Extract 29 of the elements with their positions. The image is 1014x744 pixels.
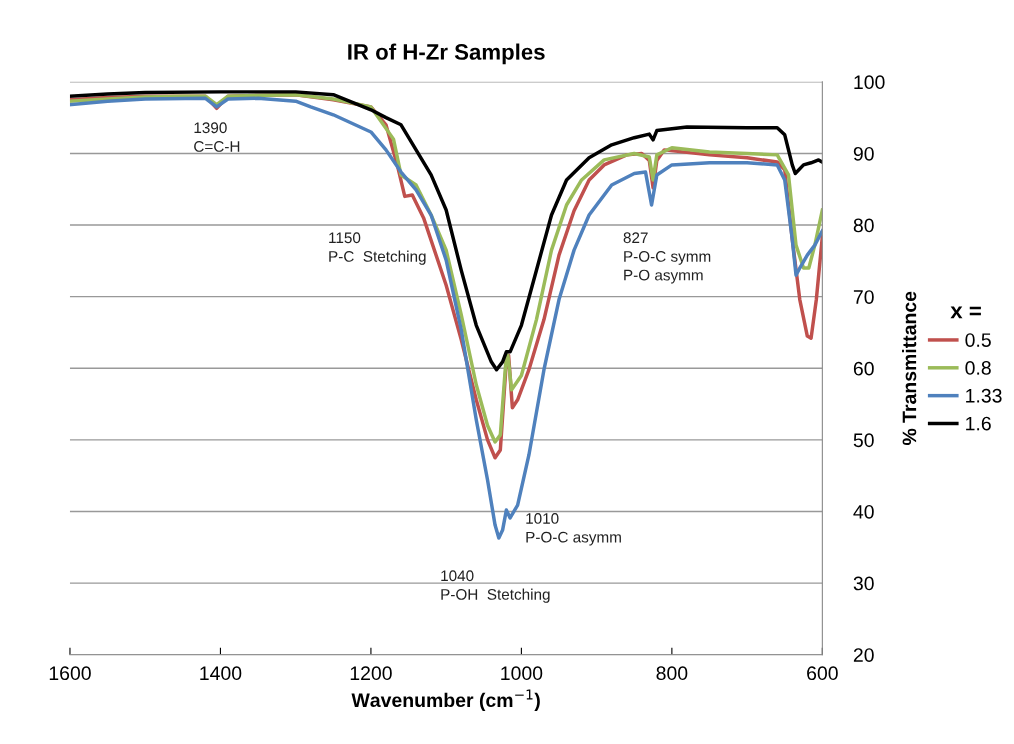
y-tick-label: 40 xyxy=(853,504,874,519)
legend-label: 1.6 xyxy=(966,416,991,431)
x-tick-label: 1600 xyxy=(49,666,91,681)
annotation: 1010 P-O-C asymm xyxy=(526,513,621,546)
y-tick-label: 30 xyxy=(853,576,874,591)
annotation: 1390 C=C-H xyxy=(194,122,240,152)
legend-label: 0.8 xyxy=(965,361,991,375)
x-tick-label: 1400 xyxy=(200,666,242,681)
chart-title: IR of H-Zr Samples xyxy=(348,43,545,65)
x-tick-label: 600 xyxy=(807,666,838,681)
legend-label: 0.5 xyxy=(965,333,991,347)
y-tick-label: 100 xyxy=(854,75,885,90)
annotation: 827 P-O-C symm P-O asymm xyxy=(623,232,711,284)
line-series xyxy=(69,90,823,372)
x-tick-label: 800 xyxy=(656,666,688,681)
x-tick-label: 1200 xyxy=(350,666,392,681)
x-tick-label: 1000 xyxy=(501,666,543,681)
legend-label: 1.33 xyxy=(966,388,1002,403)
annotation: 1150 P-C Stetching xyxy=(329,232,426,265)
y-tick-label: 50 xyxy=(853,433,874,448)
annotation: 1040 P-OH Stetching xyxy=(441,570,550,603)
y-tick-label: 20 xyxy=(853,648,874,662)
y-tick-label: 70 xyxy=(853,290,874,304)
x-axis-title: Wavenumber (cm$^{−1}$) xyxy=(351,689,540,711)
y-tick-label: 60 xyxy=(853,361,874,376)
y-tick-label: 90 xyxy=(853,146,874,161)
legend-title: x = xyxy=(950,306,981,319)
y-axis-title: % Transmittance xyxy=(902,291,917,446)
y-tick-label: 80 xyxy=(853,218,874,233)
